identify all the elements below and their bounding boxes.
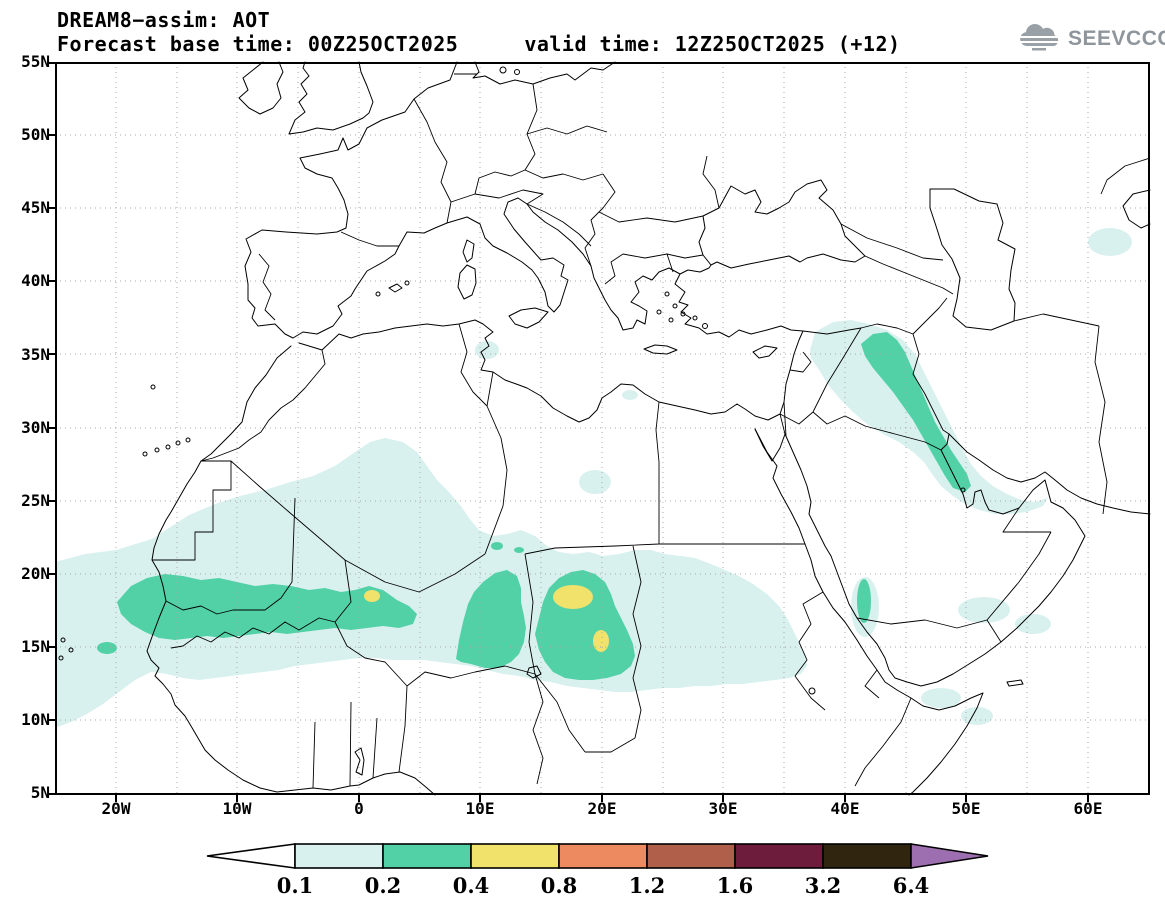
colorbar-legend: 0.1 0.2 0.4 0.8 1.2 1.6 3.2 6.4 [200,840,992,902]
contour-layer-level-0.2 [97,332,971,680]
colorbar-arrow-left [206,843,296,869]
y-axis-label: 35N [21,345,50,364]
colorbar-label: 1.2 [629,873,666,898]
graticule-grid [55,62,1150,795]
x-axis-label: 40E [830,799,860,818]
map-canvas [48,61,1151,802]
chart-title: DREAM8−assim: AOT [57,8,271,32]
map-frame [48,62,1150,802]
colorbar-segment [558,843,648,869]
colorbar-segments [206,843,989,869]
x-axis-label: 10W [222,799,252,818]
map-svg [48,61,1151,802]
small-islands [58,66,966,695]
logo-text: SEEVCCC [1068,27,1165,50]
y-axis-label: 15N [21,637,50,656]
y-axis-label: 55N [21,52,50,71]
x-axis-label: 60E [1073,799,1103,818]
x-axis-label: 30E [708,799,738,818]
cloud-icon [1016,22,1062,56]
y-axis-label: 20N [21,564,50,583]
y-axis-label: 25N [21,491,50,510]
colorbar-label: 3.2 [805,873,842,898]
colorbar-label: 1.6 [717,873,754,898]
y-axis-label: 30N [21,418,50,437]
valid-time: valid time: 12Z25OCT2025 (+12) [524,32,901,56]
colorbar-segment [470,843,560,869]
colorbar-segment [734,843,824,869]
y-axis-label: 10N [21,710,50,729]
colorbar-segment [646,843,736,869]
colorbar-label: 0.4 [453,873,490,898]
borders-layer [152,73,1151,789]
y-axis-label: 45N [21,198,50,217]
colorbar-label: 0.1 [277,873,314,898]
x-axis-label: 10E [465,799,495,818]
colorbar-segment [822,843,912,869]
y-axis-label: 5N [30,783,50,802]
x-axis-label: 20E [587,799,617,818]
colorbar-label: 6.4 [893,873,930,898]
x-axis-label: 20W [101,799,131,818]
colorbar-label: 0.8 [541,873,578,898]
x-axis-label: 0 [354,799,364,818]
x-axis-label: 50E [951,799,981,818]
colorbar-segment [382,843,472,869]
contour-layer-level-0.4 [364,585,609,652]
forecast-base-time: Forecast base time: 00Z25OCT2025 [57,32,459,56]
colorbar-label: 0.2 [365,873,402,898]
y-axis-label: 40N [21,271,50,290]
seevccc-logo: SEEVCCC [1016,22,1165,56]
chart-subtitle: Forecast base time: 00Z25OCT2025 valid ti… [57,32,901,56]
colorbar-arrow-right [910,843,989,869]
colorbar-labels: 0.1 0.2 0.4 0.8 1.2 1.6 3.2 6.4 [277,873,930,898]
colorbar-segment [294,843,384,869]
header: DREAM8−assim: AOT Forecast base time: 00… [57,8,901,56]
y-axis-label: 50N [21,125,50,144]
